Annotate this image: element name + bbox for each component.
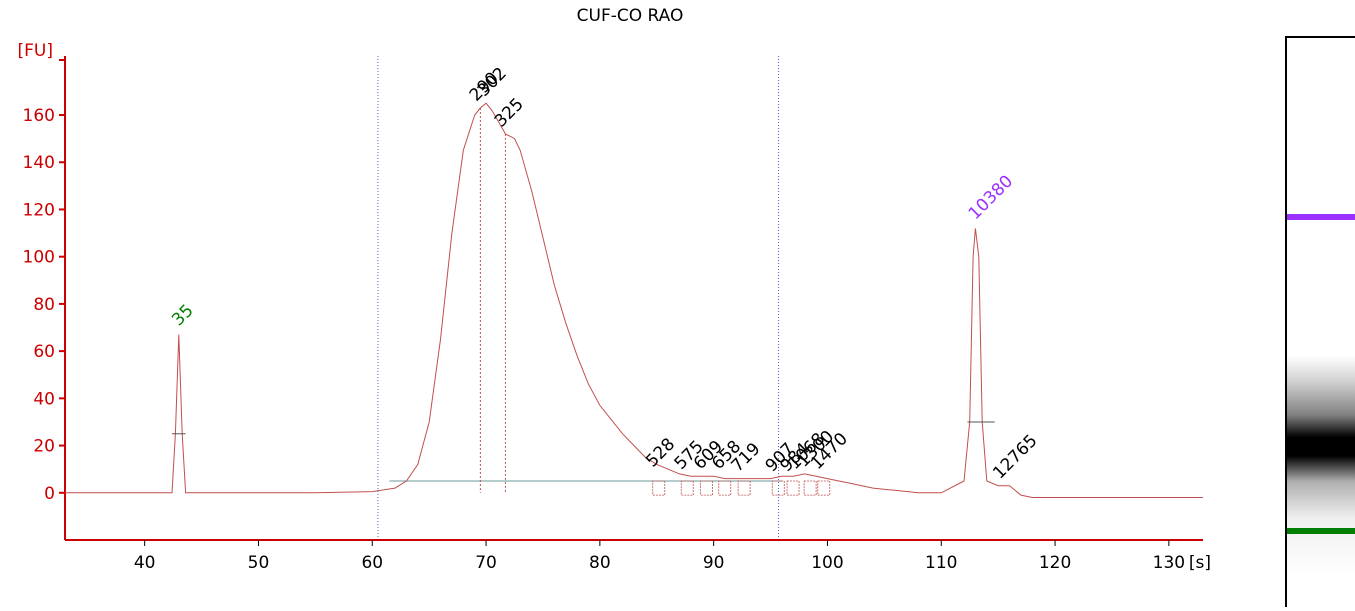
electropherogram-trace: [65, 102, 1203, 498]
y-tick-label: 160: [23, 106, 55, 126]
y-tick-label: 0: [44, 484, 55, 504]
x-tick-label: 90: [703, 553, 725, 573]
x-tick-label: 110: [925, 553, 957, 573]
x-tick-label: 60: [361, 553, 383, 573]
x-tick-label: 120: [1039, 553, 1071, 573]
gel-lane-image: [1287, 208, 1355, 578]
chart-title: CUF-CO RAO: [576, 6, 684, 26]
y-tick-label: 40: [33, 389, 55, 409]
peak-box: [786, 480, 800, 496]
y-tick-label: 20: [33, 437, 55, 457]
y-tick-label: 120: [23, 200, 55, 220]
x-tick-label: 100: [811, 553, 843, 573]
peak-box: [803, 480, 817, 496]
gel-smear-band: [1287, 208, 1355, 578]
x-tick-label: 50: [248, 553, 270, 573]
y-axis-label: [FU]: [18, 41, 54, 61]
x-tick-label: 40: [134, 553, 156, 573]
peak-box: [817, 480, 831, 496]
y-tick-label: 80: [33, 295, 55, 315]
gel-upper-marker-band: [1287, 214, 1355, 220]
y-tick-label: 60: [33, 342, 55, 362]
x-tick-label: 70: [475, 553, 497, 573]
peak-box: [700, 480, 713, 496]
y-tick-label: 140: [23, 153, 55, 173]
marker-peak-label: 35: [168, 301, 197, 330]
peak-box: [771, 480, 785, 496]
peak-box: [652, 480, 666, 496]
peak-label: 528: [642, 434, 679, 471]
x-axis-label: [s]: [1189, 553, 1211, 573]
peak-label: 12765: [989, 431, 1041, 483]
y-tick-label: 100: [23, 248, 55, 268]
peak-box: [718, 480, 732, 496]
gel-lower-marker-band: [1287, 528, 1355, 534]
gel-lane: [1285, 36, 1355, 607]
peak-label: 325: [491, 94, 528, 131]
x-tick-label: 130: [1153, 553, 1185, 573]
x-tick-label: 80: [589, 553, 611, 573]
peak-box: [737, 480, 751, 496]
peak-box: [680, 480, 694, 496]
marker-peak-label: 10380: [965, 171, 1017, 223]
